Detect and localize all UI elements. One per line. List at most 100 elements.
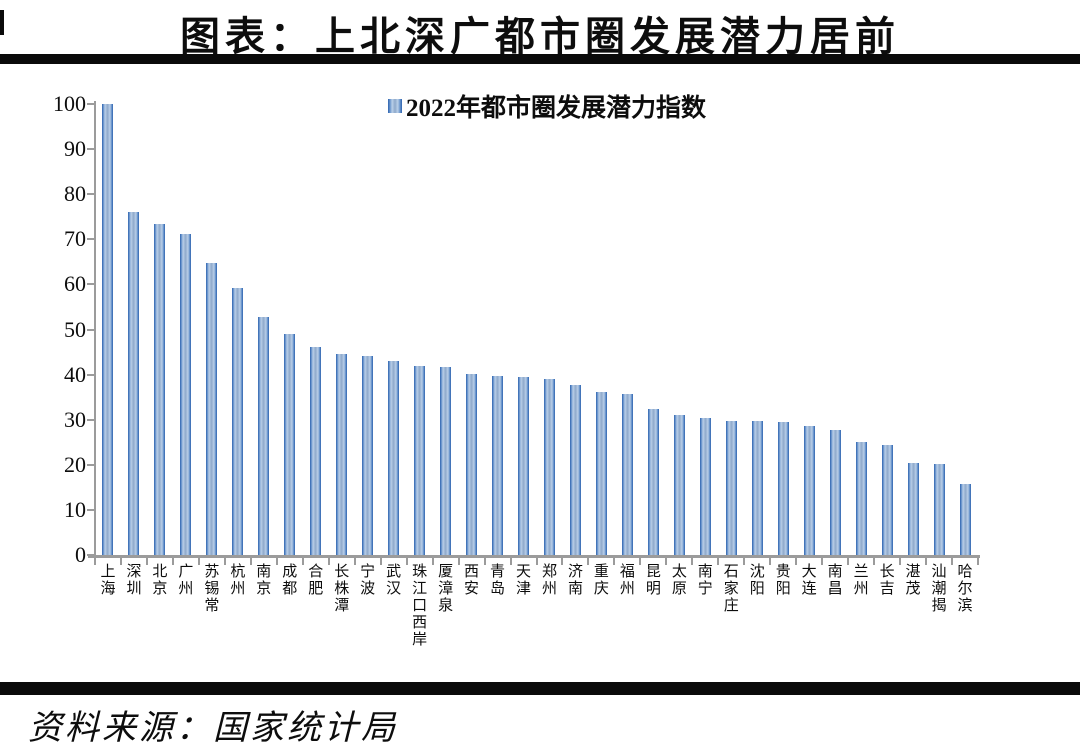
chart-title: 图表：上北深广都市圈发展潜力居前 bbox=[180, 14, 900, 59]
y-axis-tick bbox=[87, 508, 94, 511]
x-axis-tick bbox=[535, 558, 538, 565]
y-axis-tick bbox=[87, 148, 94, 151]
x-axis-label: 上海 bbox=[100, 564, 116, 597]
x-axis-tick bbox=[379, 558, 382, 565]
x-axis-label: 兰州 bbox=[853, 564, 869, 597]
legend-marker-icon bbox=[388, 99, 402, 113]
y-axis-label: 100 bbox=[53, 91, 86, 116]
x-axis-tick bbox=[639, 558, 642, 565]
y-axis-tick bbox=[87, 554, 94, 556]
y-axis-label: 70 bbox=[64, 226, 86, 252]
x-axis-tick bbox=[821, 558, 824, 565]
bar bbox=[647, 408, 659, 555]
x-axis-tick bbox=[327, 558, 330, 565]
y-axis-label: 90 bbox=[64, 136, 86, 162]
x-axis-tick bbox=[405, 558, 408, 565]
y-axis-tick bbox=[87, 463, 94, 466]
bar bbox=[829, 430, 841, 555]
x-axis-label: 沈阳 bbox=[749, 564, 765, 597]
x-axis-label: 重庆 bbox=[593, 564, 609, 597]
bar bbox=[440, 366, 452, 555]
y-axis-label: 80 bbox=[64, 181, 86, 207]
x-axis-label: 济南 bbox=[567, 564, 583, 597]
x-axis-label: 贵阳 bbox=[775, 564, 791, 597]
y-axis-line bbox=[94, 101, 96, 557]
x-axis-label: 太原 bbox=[671, 564, 687, 597]
bar bbox=[855, 441, 867, 555]
x-axis-tick bbox=[171, 558, 174, 565]
x-axis-tick bbox=[587, 558, 590, 565]
x-axis-tick bbox=[197, 558, 200, 565]
x-axis-tick bbox=[691, 558, 694, 565]
x-axis-tick bbox=[743, 558, 746, 565]
x-axis-tick bbox=[873, 558, 876, 565]
x-axis-tick bbox=[145, 558, 148, 565]
x-axis-label: 哈尔滨 bbox=[957, 564, 973, 614]
y-axis-tick bbox=[87, 283, 94, 286]
bar-chart: 2022年都市圈发展潜力指数 0 10 20 30 40 50 60 70 80 90 100 上海深… bbox=[53, 88, 980, 648]
bar bbox=[232, 288, 244, 555]
x-axis-tick bbox=[353, 558, 356, 565]
x-axis-label: 厦漳泉 bbox=[438, 564, 454, 614]
x-axis-tick bbox=[951, 558, 954, 565]
x-axis-label: 武汉 bbox=[386, 564, 402, 597]
bar bbox=[414, 366, 426, 555]
bar bbox=[803, 426, 815, 555]
y-axis-tick bbox=[87, 103, 94, 105]
x-axis-label: 珠江口西岸 bbox=[412, 564, 428, 648]
bar bbox=[128, 212, 140, 555]
bar bbox=[466, 374, 478, 555]
x-axis-label: 广州 bbox=[178, 564, 194, 597]
bar bbox=[699, 417, 711, 555]
y-axis-label: 0 bbox=[75, 542, 86, 567]
x-axis-tick bbox=[899, 558, 902, 565]
x-axis-label: 汕潮揭 bbox=[931, 564, 947, 614]
x-axis-label: 南京 bbox=[256, 564, 272, 597]
bar bbox=[206, 262, 218, 555]
x-axis-label: 苏锡常 bbox=[204, 564, 220, 614]
bar bbox=[336, 353, 348, 555]
chart-legend: 2022年都市圈发展潜力指数 bbox=[388, 88, 706, 124]
title-divider bbox=[0, 54, 1080, 64]
source-note: 资料来源：国家统计局 bbox=[28, 710, 398, 747]
x-axis-tick bbox=[795, 558, 798, 565]
x-axis-label: 大连 bbox=[801, 564, 817, 597]
x-axis-label: 合肥 bbox=[308, 564, 324, 597]
x-axis-tick bbox=[509, 558, 512, 565]
x-axis-line bbox=[88, 555, 980, 558]
x-axis-label: 石家庄 bbox=[723, 564, 739, 614]
x-axis-tick bbox=[249, 558, 252, 565]
x-axis-label: 青岛 bbox=[490, 564, 506, 597]
x-axis-label: 深圳 bbox=[126, 564, 142, 597]
bar bbox=[959, 484, 971, 555]
x-axis-tick bbox=[119, 558, 122, 565]
bar bbox=[518, 376, 529, 555]
bar bbox=[881, 444, 893, 555]
bar bbox=[933, 463, 945, 555]
legend-label: 2022年都市圈发展潜力指数 bbox=[406, 95, 707, 122]
bar bbox=[543, 379, 555, 555]
x-axis-tick bbox=[665, 558, 668, 565]
left-edge-mark bbox=[0, 10, 4, 35]
x-axis-tick bbox=[301, 558, 304, 565]
y-axis-tick bbox=[87, 193, 94, 196]
bar bbox=[777, 421, 789, 555]
y-axis-label: 60 bbox=[64, 271, 86, 297]
x-axis-tick bbox=[977, 558, 979, 565]
y-axis-label: 20 bbox=[64, 451, 86, 477]
bar bbox=[725, 420, 737, 555]
x-axis-tick bbox=[769, 558, 772, 565]
y-axis-label: 50 bbox=[64, 316, 86, 342]
x-axis-label: 杭州 bbox=[230, 564, 246, 597]
x-axis-label: 北京 bbox=[152, 564, 168, 597]
bar bbox=[907, 463, 919, 555]
bar bbox=[362, 355, 374, 555]
bar bbox=[569, 384, 581, 555]
x-axis-tick bbox=[483, 558, 486, 565]
y-axis-tick bbox=[87, 328, 94, 331]
x-axis-tick bbox=[94, 558, 96, 565]
bar bbox=[673, 414, 685, 555]
x-axis-label: 郑州 bbox=[541, 564, 557, 597]
x-axis-tick bbox=[613, 558, 616, 565]
x-axis-label: 南宁 bbox=[697, 564, 713, 597]
